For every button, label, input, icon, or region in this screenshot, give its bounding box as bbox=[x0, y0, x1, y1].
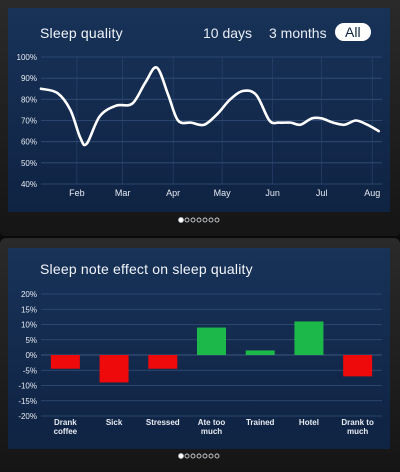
bar-chart-y-tick-label: -5% bbox=[23, 366, 37, 375]
page-dot-active[interactable] bbox=[178, 217, 184, 223]
page-dot[interactable] bbox=[196, 453, 202, 459]
sleep-note-bar bbox=[245, 350, 275, 355]
sleep-note-bar bbox=[197, 327, 226, 355]
sleep-note-effect-title: Sleep note effect on sleep quality bbox=[40, 261, 253, 277]
bar-chart-y-tick-label: 0% bbox=[25, 351, 37, 360]
page-dot[interactable] bbox=[214, 453, 220, 459]
sleep-quality-line-chart: 100% 90% 80% 70% 60% 50% 40% Feb Mar Apr May Jun Jul… bbox=[17, 53, 382, 198]
sleep-quality-series-line bbox=[39, 66, 381, 147]
line-chart-y-tick-label: 50% bbox=[21, 159, 37, 168]
bar-chart-y-tick-label: 5% bbox=[25, 336, 37, 345]
page-dot[interactable] bbox=[184, 217, 190, 223]
page-dot[interactable] bbox=[184, 453, 190, 459]
sleep-note-effect-panel: Sleep note effect on sleep quality 20% 15… bbox=[8, 248, 390, 449]
page-dot[interactable] bbox=[190, 217, 196, 223]
line-chart-y-tick-label: 70% bbox=[21, 117, 37, 126]
sleep-quality-panel: Sleep quality 10 days 3 months All 100% 9… bbox=[8, 8, 390, 212]
page-dot[interactable] bbox=[202, 217, 208, 223]
sleep-note-bar bbox=[343, 355, 373, 377]
sleep-note-bar bbox=[294, 321, 324, 355]
bar-chart-y-tick-label: -20% bbox=[18, 412, 37, 421]
bar-chart-y-tick-label: 20% bbox=[21, 290, 37, 299]
range-all-button[interactable]: All bbox=[335, 23, 371, 41]
line-chart-x-tick-label: Jul bbox=[316, 188, 328, 198]
page-dot-active[interactable] bbox=[178, 453, 184, 459]
range-3-months-button[interactable]: 3 months bbox=[269, 25, 327, 41]
line-chart-x-tick-label: Feb bbox=[69, 188, 85, 198]
bar-chart-y-tick-label: 10% bbox=[21, 321, 37, 330]
page-indicator-bottom[interactable] bbox=[0, 451, 400, 461]
bar-chart-category-label: Hotel bbox=[299, 418, 319, 427]
line-chart-y-tick-label: 80% bbox=[21, 95, 37, 104]
sleep-note-bar bbox=[50, 355, 80, 369]
bar-chart-y-tick-label: -10% bbox=[18, 382, 37, 391]
line-chart-x-tick-label: Mar bbox=[115, 188, 131, 198]
line-chart-y-tick-label: 40% bbox=[21, 180, 37, 189]
page-indicator-top[interactable] bbox=[0, 215, 400, 225]
bar-chart-category-label: Ate too much bbox=[198, 418, 226, 436]
line-chart-y-tick-label: 100% bbox=[17, 53, 37, 62]
page-dot[interactable] bbox=[214, 217, 220, 223]
bar-chart-category-label: Drank coffee bbox=[54, 418, 78, 436]
bar-chart-category-label: Sick bbox=[106, 418, 123, 427]
line-chart-y-tick-label: 60% bbox=[21, 138, 37, 147]
page-dot[interactable] bbox=[202, 453, 208, 459]
page-dot[interactable] bbox=[190, 453, 196, 459]
sleep-quality-title: Sleep quality bbox=[40, 25, 123, 41]
bar-chart-y-tick-label: 15% bbox=[21, 305, 37, 314]
page-dot[interactable] bbox=[208, 453, 214, 459]
page-dot[interactable] bbox=[196, 217, 202, 223]
range-10-days-button[interactable]: 10 days bbox=[203, 25, 253, 41]
bar-chart-y-tick-label: -15% bbox=[18, 397, 37, 406]
page-dot[interactable] bbox=[208, 217, 214, 223]
sleep-note-bar-chart: 20% 15% 10% 5% 0% -5% -10% -15% -20% Drank coffee S… bbox=[18, 290, 382, 436]
line-chart-x-tick-label: Jun bbox=[265, 188, 280, 198]
sleep-note-bar bbox=[148, 355, 178, 369]
line-chart-x-tick-label: Aug bbox=[364, 188, 380, 198]
line-chart-x-tick-label: Apr bbox=[166, 188, 180, 198]
bar-chart-category-label: Trained bbox=[246, 418, 275, 427]
bar-chart-category-label: Drank to much bbox=[341, 418, 374, 436]
line-chart-y-tick-label: 90% bbox=[21, 74, 37, 83]
line-chart-x-tick-label: May bbox=[214, 188, 232, 198]
bar-chart-category-label: Stressed bbox=[146, 418, 180, 427]
sleep-note-bar bbox=[99, 355, 129, 383]
